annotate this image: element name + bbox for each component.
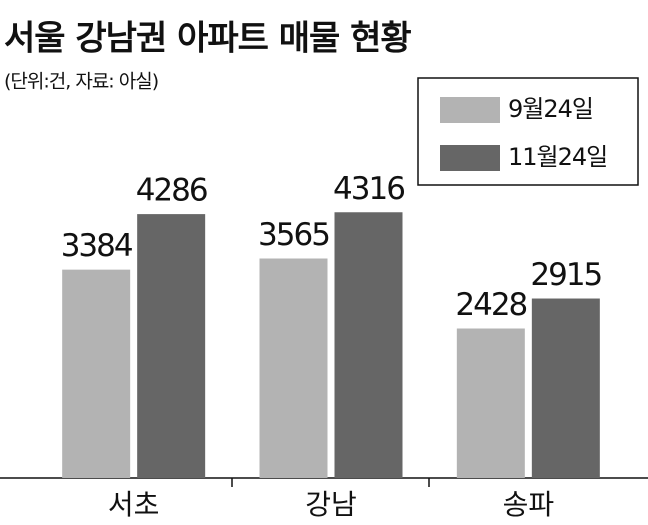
legend-swatch [440, 97, 500, 123]
value-label: 4286 [136, 173, 207, 209]
x-tick-label: 강남 [305, 488, 357, 521]
x-tick-label: 송파 [503, 488, 555, 521]
value-label: 3384 [61, 228, 132, 264]
chart-title: 서울 강남권 아파트 매물 현황 [4, 19, 411, 59]
bar [531, 298, 600, 478]
x-tick-label: 서초 [108, 488, 160, 521]
value-label: 2428 [455, 287, 526, 323]
bar [62, 269, 131, 478]
value-label: 3565 [258, 217, 329, 253]
legend-label: 9월24일 [508, 95, 593, 123]
bar [456, 328, 525, 478]
value-label: 4316 [333, 171, 404, 207]
chart-subtitle: (단위:건, 자료: 아실) [4, 71, 158, 93]
value-label: 2915 [530, 257, 601, 293]
bar [137, 214, 206, 478]
bar [334, 212, 403, 478]
legend-label: 11월24일 [508, 143, 607, 171]
bar [259, 258, 328, 478]
legend-swatch [440, 145, 500, 171]
